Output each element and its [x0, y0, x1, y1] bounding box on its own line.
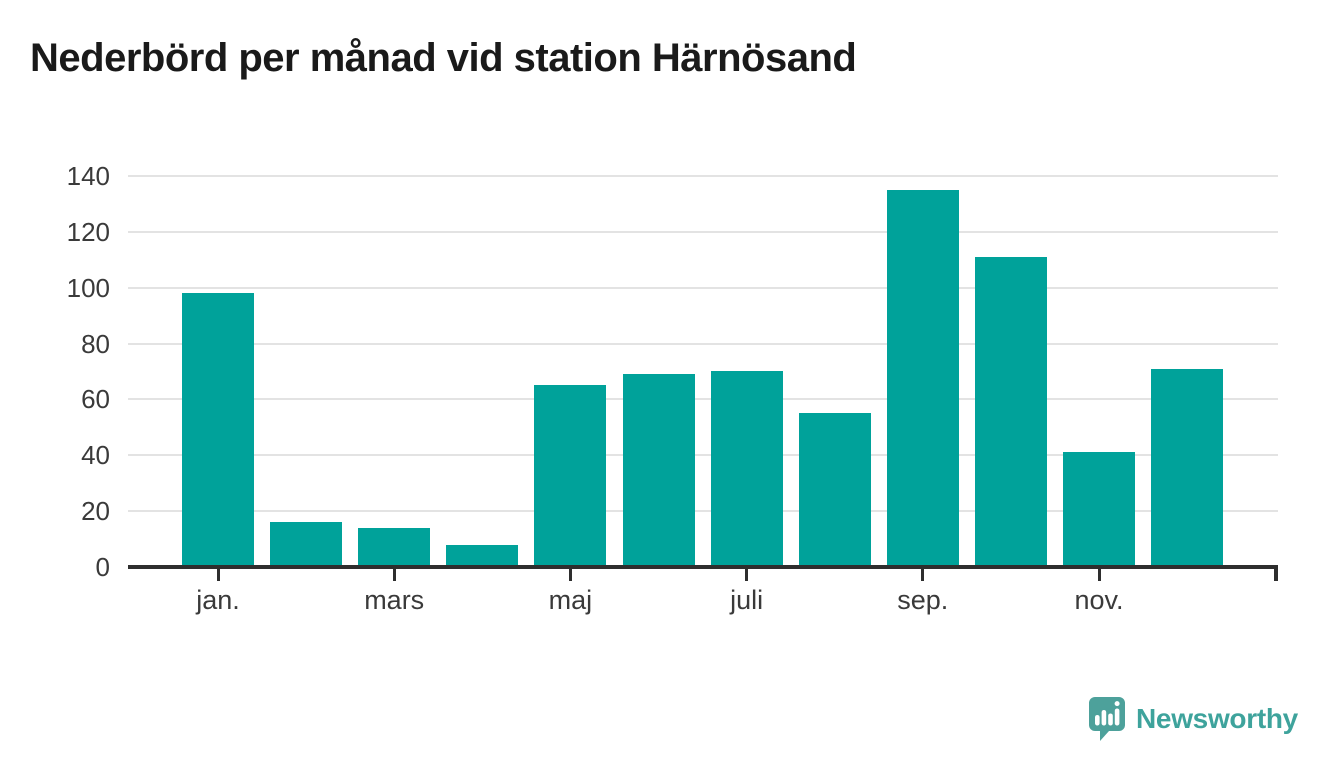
y-axis-tick-label: 40 — [81, 440, 110, 471]
x-axis-tick-sep. — [921, 569, 925, 581]
bar-dec. — [1151, 368, 1224, 567]
bar-mars — [358, 527, 431, 567]
x-axis-tick-maj — [568, 569, 572, 581]
x-axis-tick-mars — [392, 569, 396, 581]
brand-name: Newsworthy — [1136, 703, 1298, 734]
y-axis-tick-label: 80 — [81, 328, 110, 359]
gridline-120 — [128, 230, 1278, 233]
bar-jan. — [182, 293, 254, 567]
x-axis-tick-label: maj — [548, 585, 593, 615]
bar-feb. — [270, 522, 343, 567]
gridline-100 — [128, 286, 1278, 289]
x-axis-tick-label: sep. — [897, 585, 949, 615]
y-axis-tick-label: 120 — [66, 216, 110, 247]
y-axis-tick-label: 100 — [66, 272, 110, 303]
gridline-140 — [128, 174, 1278, 177]
x-axis-tick-nov. — [1097, 569, 1101, 581]
newsworthy-logo-icon — [1088, 696, 1126, 742]
bar-nov. — [1063, 452, 1135, 567]
x-axis-line — [128, 565, 1278, 569]
y-axis-tick-label: 0 — [95, 552, 110, 582]
brand-footer: Newsworthy — [1088, 696, 1298, 742]
x-axis-tick-juli — [745, 569, 749, 581]
x-axis-tick-label: nov. — [1074, 585, 1124, 615]
gridline-60 — [128, 398, 1278, 401]
bar-juni — [622, 374, 695, 567]
bar-okt. — [974, 256, 1047, 567]
gridline-20 — [128, 510, 1278, 513]
bar-sep. — [886, 189, 959, 567]
y-axis-tick-label: 60 — [81, 384, 110, 415]
x-axis-tick-label: mars — [364, 585, 425, 615]
bar-juli — [710, 371, 783, 567]
gridline-80 — [128, 342, 1278, 345]
x-axis-tick-label: juli — [730, 585, 764, 615]
bar-april — [446, 544, 519, 567]
x-axis-tick-jan. — [216, 569, 220, 581]
bar-aug. — [798, 413, 871, 567]
page-title: Nederbörd per månad vid station Härnösan… — [30, 36, 857, 80]
gridline-40 — [128, 454, 1278, 457]
x-axis-tick-label: jan. — [196, 585, 240, 615]
y-axis-tick-label: 20 — [81, 496, 110, 527]
bar-maj — [534, 385, 607, 567]
y-axis-tick-label: 140 — [66, 160, 110, 191]
x-axis-end-tick — [1274, 565, 1278, 581]
